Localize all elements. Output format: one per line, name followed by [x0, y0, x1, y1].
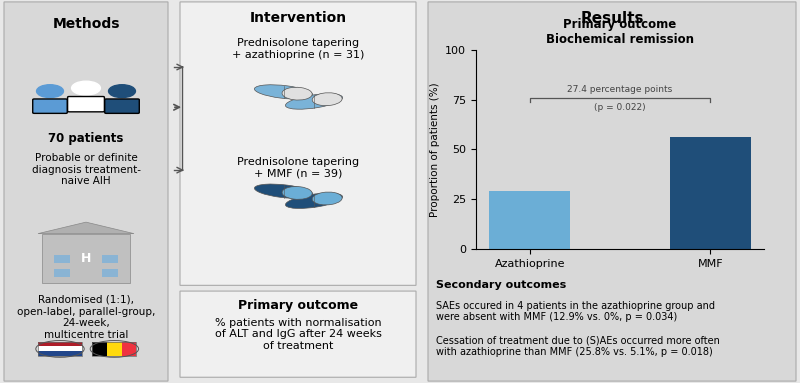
Bar [54, 255, 70, 263]
FancyBboxPatch shape [428, 2, 796, 381]
Bar [489, 191, 570, 249]
Circle shape [37, 85, 63, 98]
Text: Methods: Methods [52, 17, 120, 31]
Bar [38, 347, 82, 351]
Text: Primary outcome: Primary outcome [238, 299, 358, 312]
FancyBboxPatch shape [67, 97, 104, 112]
Circle shape [109, 85, 135, 98]
Ellipse shape [282, 87, 312, 100]
Text: H: H [81, 252, 91, 265]
Ellipse shape [312, 93, 342, 106]
Bar [92, 342, 107, 356]
Ellipse shape [254, 85, 313, 99]
FancyBboxPatch shape [4, 2, 168, 381]
Bar [107, 342, 122, 356]
Text: SAEs occured in 4 patients in the azathioprine group and
were absent with MMF (1: SAEs occured in 4 patients in the azathi… [436, 301, 715, 322]
Text: 70 patients: 70 patients [48, 132, 124, 145]
Bar [54, 269, 70, 277]
FancyBboxPatch shape [33, 99, 67, 113]
Ellipse shape [282, 187, 312, 199]
Text: Probable or definite
diagnosis treatment-
naive AIH: Probable or definite diagnosis treatment… [31, 153, 141, 187]
Text: Cessation of treatment due to (S)AEs occurred more often
with azathioprine than : Cessation of treatment due to (S)AEs occ… [436, 335, 720, 357]
Bar [102, 269, 118, 277]
Text: 27.4 percentage points: 27.4 percentage points [567, 85, 673, 93]
Text: % patients with normalisation
of ALT and IgG after 24 weeks
of treatment: % patients with normalisation of ALT and… [214, 318, 382, 351]
Text: (p = 0.022): (p = 0.022) [594, 103, 646, 111]
Text: Results: Results [580, 11, 644, 26]
Bar [38, 342, 82, 347]
Ellipse shape [286, 94, 342, 109]
Circle shape [72, 81, 101, 95]
Text: Randomised (1:1),
open-label, parallel-group,
24-week,
multicentre trial: Randomised (1:1), open-label, parallel-g… [17, 295, 155, 340]
Ellipse shape [286, 193, 342, 208]
Bar [670, 137, 751, 249]
Ellipse shape [254, 184, 313, 198]
Bar [38, 342, 82, 356]
Bar [102, 255, 118, 263]
Text: Prednisolone tapering
+ MMF (n = 39): Prednisolone tapering + MMF (n = 39) [237, 157, 359, 178]
FancyBboxPatch shape [42, 234, 130, 283]
FancyBboxPatch shape [180, 291, 416, 377]
Title: Primary outcome
Biochemical remission: Primary outcome Biochemical remission [546, 18, 694, 46]
Bar [92, 342, 136, 356]
Text: Prednisolone tapering
+ azathioprine (n = 31): Prednisolone tapering + azathioprine (n … [232, 38, 364, 60]
Y-axis label: Proportion of patients (%): Proportion of patients (%) [430, 82, 440, 217]
FancyBboxPatch shape [180, 2, 416, 285]
Text: Secondary outcomes: Secondary outcomes [436, 280, 566, 290]
Bar [38, 351, 82, 356]
Text: Intervention: Intervention [250, 11, 346, 26]
Polygon shape [38, 222, 134, 234]
Ellipse shape [312, 192, 342, 205]
Bar [122, 342, 136, 356]
FancyBboxPatch shape [105, 99, 139, 113]
